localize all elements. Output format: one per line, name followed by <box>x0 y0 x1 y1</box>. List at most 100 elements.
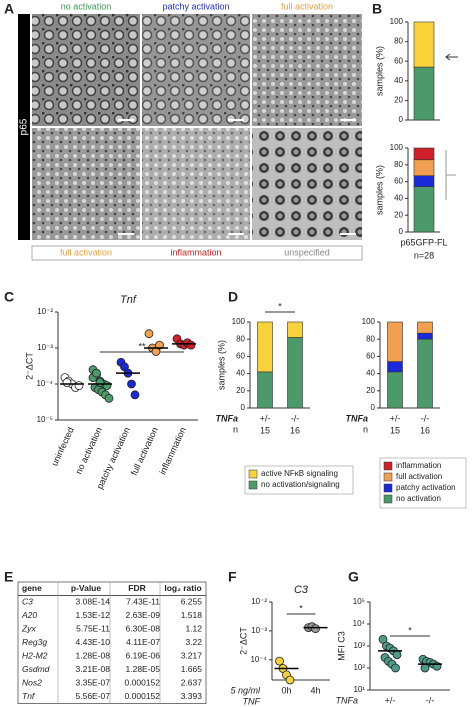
bar-segment <box>417 338 433 409</box>
table-cell: 7.43E-11 <box>126 597 160 607</box>
y-tick-label: 20 <box>394 210 403 219</box>
bar-segment <box>413 186 435 233</box>
y-tick-label: 60 <box>394 56 403 65</box>
table-cell: 1.28E-05 <box>126 664 161 674</box>
data-point <box>95 378 105 387</box>
bar-segment <box>413 159 435 177</box>
table-cell: 2.63E-09 <box>126 610 161 620</box>
image-label: no activation <box>61 1 112 11</box>
image-label: patchy activation <box>162 1 229 11</box>
significance: * <box>299 603 303 613</box>
y-axis-label: samples (%) <box>374 165 384 215</box>
panel-label: B <box>372 1 382 17</box>
table-cell: 3.393 <box>181 691 203 701</box>
label-box <box>31 245 363 261</box>
n-label: 15 <box>390 425 400 435</box>
x-tick-label: no activation <box>74 426 104 476</box>
row-label: n <box>363 424 368 434</box>
row-label: TNF <box>243 696 261 706</box>
panel-label: G <box>348 569 359 585</box>
scale-bars <box>118 119 356 235</box>
table-cell: Tnf <box>22 691 36 701</box>
panel-label: E <box>4 569 13 585</box>
table-cell: 1.665 <box>181 664 203 674</box>
n-label: 15 <box>260 425 270 435</box>
y-tick-label: 0 <box>241 403 246 412</box>
micrograph <box>32 128 140 240</box>
row-label: n <box>233 424 238 434</box>
micrograph <box>142 14 250 126</box>
table-cell: 4.11E-07 <box>126 637 160 647</box>
data-point <box>391 663 400 673</box>
panel-label: C <box>4 289 14 305</box>
legend-label: patchy activation <box>396 483 456 492</box>
bar-segment <box>257 371 273 409</box>
table-header: gene <box>22 583 42 593</box>
legend-swatch <box>248 480 258 490</box>
image-label: full activation <box>60 247 112 257</box>
legend-swatch <box>383 494 393 504</box>
panel-label: D <box>228 289 238 305</box>
legend-swatch <box>383 483 393 493</box>
y-tick-label: 60 <box>394 177 403 186</box>
y-tick-label: 100 <box>390 17 404 26</box>
y-tick-label: 0 <box>399 227 404 236</box>
bar-segment <box>413 175 435 187</box>
y-tick-label: 10³ <box>353 641 365 650</box>
bar-segment <box>387 361 403 373</box>
chart-title: Tnf <box>120 294 137 306</box>
label-bar <box>18 14 30 240</box>
bar-segment <box>257 321 273 373</box>
table-cell: Gsdmd <box>22 664 50 674</box>
y-axis-label: 2⁻ΔCT <box>24 352 34 380</box>
n-label: 16 <box>420 425 430 435</box>
y-tick-label: 10⁻² <box>251 597 267 606</box>
x-tick-label: 0h <box>281 685 291 695</box>
y-tick-label: 80 <box>236 334 245 343</box>
x-tick-label: uninfected <box>49 426 76 468</box>
n-label: n=28 <box>414 250 434 260</box>
y-tick-label: 10⁻³ <box>251 626 267 635</box>
y-axis-label: samples (%) <box>216 340 226 390</box>
table-cell: 5.75E-11 <box>76 624 110 634</box>
table-cell: Nos2 <box>22 678 42 688</box>
table-cell: 6.255 <box>181 597 203 607</box>
table-cell: 0.000152 <box>125 691 161 701</box>
table-cell: 0.000152 <box>125 678 161 688</box>
legend-label: inflammation <box>396 461 441 470</box>
bar-segment <box>417 332 433 340</box>
arrow <box>445 53 458 61</box>
bar-segment <box>417 321 433 334</box>
image-label: inflammation <box>170 247 221 257</box>
y-tick-label: 0 <box>399 115 404 124</box>
y-tick-label: 40 <box>366 369 375 378</box>
y-tick-label: 0 <box>371 403 376 412</box>
table-cell: 6.19E-06 <box>126 651 161 661</box>
bar-segment <box>413 147 435 161</box>
legend-label: no activation/signaling <box>261 480 340 489</box>
bar-segment <box>387 371 403 409</box>
table-cell: 6.30E-08 <box>126 624 161 634</box>
y-axis-label: 2⁻ΔCT <box>238 627 248 655</box>
y-tick-label: 20 <box>366 386 375 395</box>
data-point <box>130 390 140 400</box>
y-tick-label: 20 <box>394 96 403 105</box>
data-point <box>186 340 196 350</box>
y-tick-label: 80 <box>394 37 403 46</box>
table-cell: 3.22 <box>185 637 202 647</box>
table-cell: C3 <box>22 597 33 607</box>
table-cell: 3.217 <box>181 651 203 661</box>
table-cell: 5.56E-07 <box>76 691 111 701</box>
x-tick-label: -/- <box>291 413 300 423</box>
row-label: TNFa <box>346 413 369 423</box>
bar-segment <box>413 21 435 68</box>
y-tick-label: 40 <box>236 369 245 378</box>
table-cell: 1.518 <box>181 610 203 620</box>
y-tick-label: 10¹ <box>353 685 365 694</box>
x-tick-label: 4h <box>310 685 320 695</box>
row-label: TNFa <box>336 695 359 705</box>
panel-a: p65 <box>18 14 363 261</box>
data-point <box>74 381 84 391</box>
panel-b-marks <box>445 53 458 200</box>
